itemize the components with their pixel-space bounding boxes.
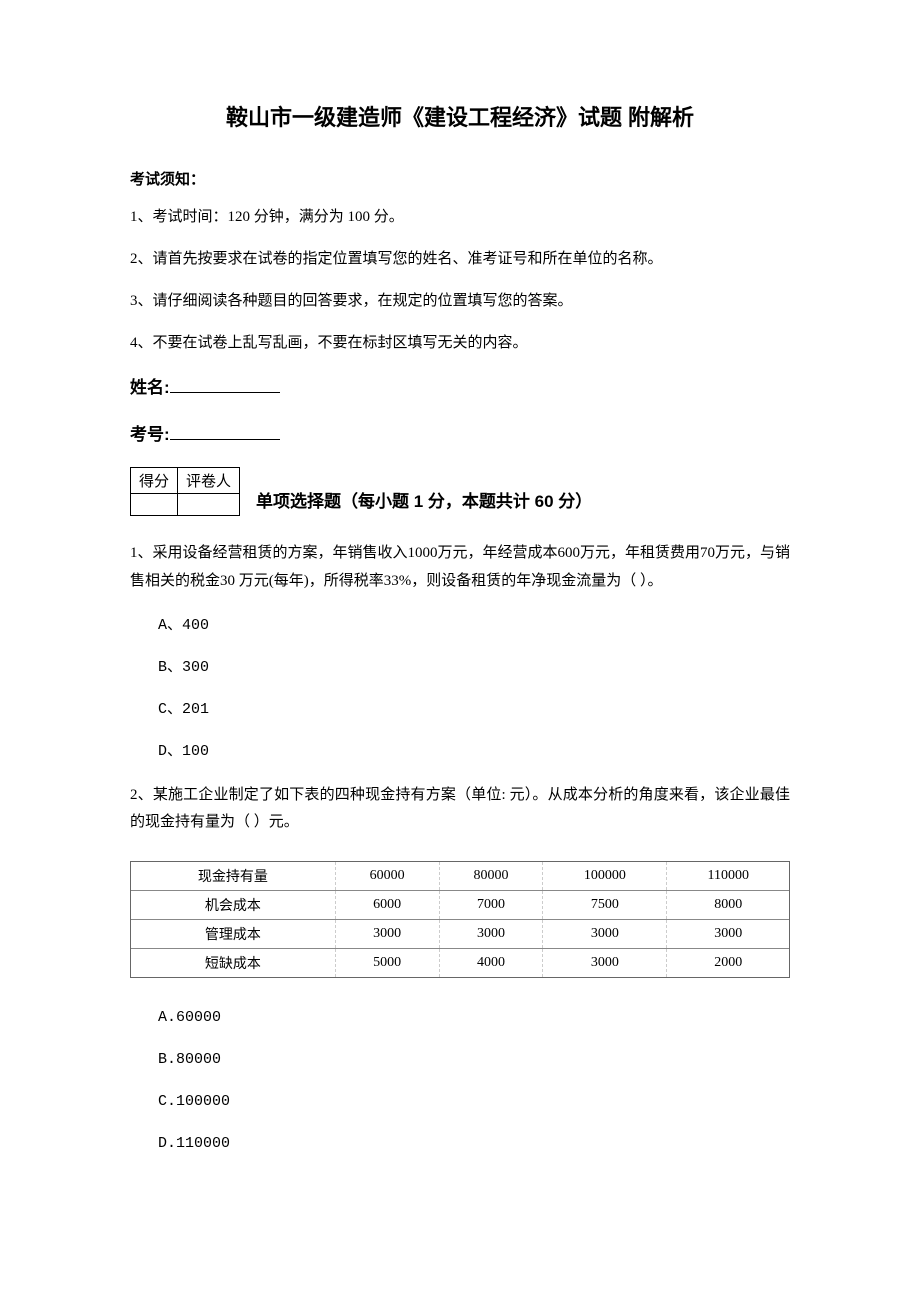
question-2-text: 2、某施工企业制定了如下表的四种现金持有方案（单位: 元）。从成本分析的角度来看… [130,782,790,838]
score-cell-score[interactable] [131,494,178,516]
question-2-table: 现金持有量 60000 80000 100000 110000 机会成本 600… [130,861,790,978]
instruction-2: 2、请首先按要求在试卷的指定位置填写您的姓名、准考证号和所在单位的名称。 [130,247,790,271]
question-1-option-d: D、100 [158,740,790,764]
table-cell: 4000 [439,949,543,978]
row-label: 机会成本 [131,891,336,920]
question-2-option-b: B.80000 [158,1048,790,1072]
table-row: 机会成本 6000 7000 7500 8000 [131,891,790,920]
table-cell: 80000 [439,862,543,891]
name-blank[interactable] [170,392,280,393]
page-title: 鞍山市一级建造师《建设工程经济》试题 附解析 [130,100,790,132]
row-label: 现金持有量 [131,862,336,891]
score-cell-grader[interactable] [178,494,240,516]
instruction-1: 1、考试时间：120 分钟，满分为 100 分。 [130,205,790,229]
question-1-option-b: B、300 [158,656,790,680]
table-cell: 8000 [667,891,790,920]
id-blank[interactable] [170,439,280,440]
question-1-option-a: A、400 [158,614,790,638]
table-row: 短缺成本 5000 4000 3000 2000 [131,949,790,978]
table-cell: 5000 [335,949,439,978]
exam-page: 鞍山市一级建造师《建设工程经济》试题 附解析 考试须知： 1、考试时间：120 … [0,0,920,1254]
table-cell: 3000 [543,920,667,949]
table-cell: 3000 [335,920,439,949]
table-cell: 3000 [667,920,790,949]
score-box-table: 得分 评卷人 [130,467,240,516]
row-label: 短缺成本 [131,949,336,978]
table-cell: 60000 [335,862,439,891]
table-cell: 2000 [667,949,790,978]
table-cell: 7500 [543,891,667,920]
question-1-option-c: C、201 [158,698,790,722]
table-cell: 6000 [335,891,439,920]
name-label: 姓名: [130,378,170,397]
question-1-text: 1、采用设备经营租赁的方案，年销售收入1000万元，年经营成本600万元，年租赁… [130,540,790,596]
id-field-row: 考号: [130,420,790,445]
score-header-grader: 评卷人 [178,468,240,494]
section-header-row: 得分 评卷人 单项选择题（每小题 1 分，本题共计 60 分） [130,467,790,520]
instruction-3: 3、请仔细阅读各种题目的回答要求，在规定的位置填写您的答案。 [130,289,790,313]
notice-label: 考试须知： [130,168,790,189]
table-cell: 110000 [667,862,790,891]
section-title: 单项选择题（每小题 1 分，本题共计 60 分） [256,467,592,512]
id-label: 考号: [130,425,170,444]
name-field-row: 姓名: [130,373,790,398]
table-row: 管理成本 3000 3000 3000 3000 [131,920,790,949]
row-label: 管理成本 [131,920,336,949]
table-cell: 3000 [543,949,667,978]
question-2-option-c: C.100000 [158,1090,790,1114]
instruction-4: 4、不要在试卷上乱写乱画，不要在标封区填写无关的内容。 [130,331,790,355]
table-cell: 100000 [543,862,667,891]
score-header-score: 得分 [131,468,178,494]
table-row: 现金持有量 60000 80000 100000 110000 [131,862,790,891]
table-cell: 3000 [439,920,543,949]
question-2-option-d: D.110000 [158,1132,790,1156]
table-cell: 7000 [439,891,543,920]
question-2-option-a: A.60000 [158,1006,790,1030]
